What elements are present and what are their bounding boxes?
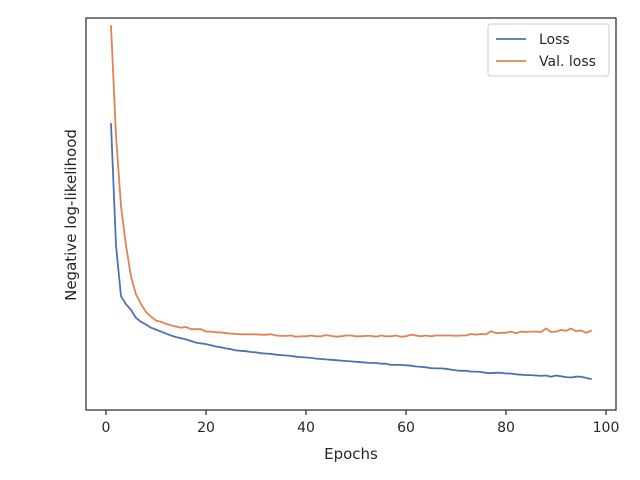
- x-tick-label: 20: [197, 420, 215, 436]
- series-lines: [110, 24, 592, 380]
- x-tick-label: 40: [297, 420, 315, 436]
- x-axis-label: Epochs: [324, 445, 378, 463]
- series-line-loss: [110, 122, 592, 380]
- legend-label: Loss: [539, 32, 570, 48]
- x-tick-label: 80: [497, 420, 515, 436]
- plot-frame: [85, 17, 617, 411]
- x-axis-ticks: 0 20 40 60 80 100: [102, 410, 620, 436]
- y-axis-label: Negative log-likelihood: [62, 129, 80, 301]
- x-tick-label: 60: [397, 420, 415, 436]
- legend-box: [487, 23, 610, 77]
- series-line-val-loss: [110, 24, 592, 338]
- x-tick-label: 100: [593, 420, 620, 436]
- legend: Loss Val. loss: [487, 23, 610, 77]
- x-tick-label: 0: [102, 420, 111, 436]
- legend-label: Val. loss: [539, 54, 596, 70]
